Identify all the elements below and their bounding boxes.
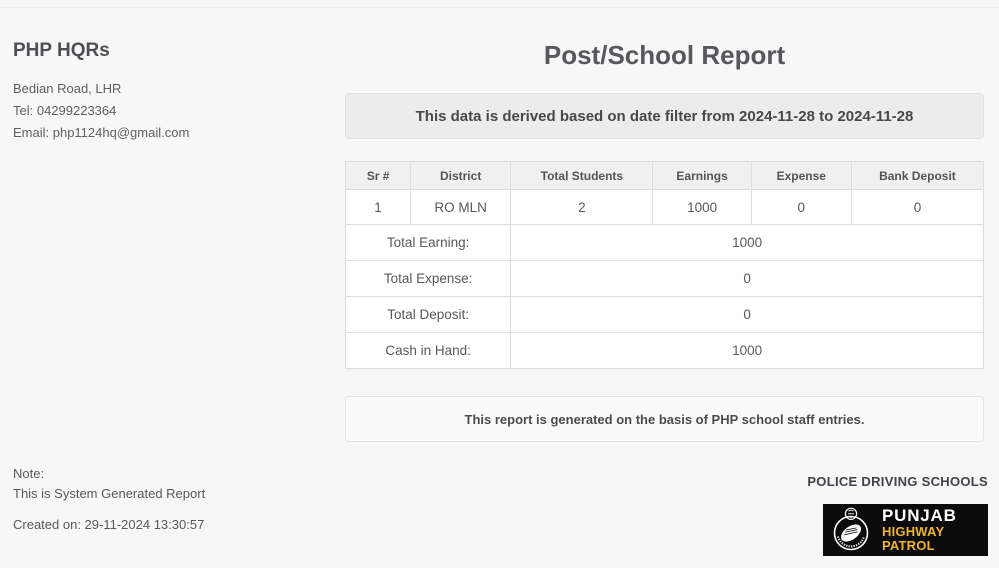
date-filter-banner: This data is derived based on date filte…	[345, 93, 984, 139]
police-driving-schools-label: POLICE DRIVING SCHOOLS	[807, 474, 988, 489]
column-header-district: District	[410, 161, 512, 190]
org-address: Bedian Road, LHR	[13, 81, 122, 96]
summary-value: 0	[510, 260, 984, 297]
column-header-bank-deposit: Bank Deposit	[850, 161, 985, 190]
report-content: Post/School Report This data is derived …	[344, 40, 985, 442]
top-divider	[0, 7, 999, 8]
summary-label: Total Earning:	[344, 224, 512, 261]
org-name: PHP HQRs	[13, 40, 110, 61]
logo-line-punjab: PUNJAB	[882, 506, 957, 525]
logo-wordmark: PUNJAB HIGHWAY PATROL	[882, 507, 984, 553]
created-timestamp: Created on: 29-11-2024 13:30:57	[13, 517, 205, 532]
summary-row-cash-in-hand: Cash in Hand: 1000	[344, 332, 984, 369]
table-header-row: Sr # District Total Students Earnings Ex…	[344, 161, 985, 190]
summary-row-total-expense: Total Expense: 0	[344, 260, 984, 297]
cell-total-students: 2	[510, 189, 654, 225]
report-note-banner: This report is generated on the basis of…	[345, 396, 984, 442]
org-header: PHP HQRs Bedian Road, LHR Tel: 042992233…	[13, 40, 333, 144]
summary-value: 1000	[510, 332, 984, 369]
cell-sr: 1	[344, 189, 412, 225]
date-filter-text: This data is derived based on date filte…	[415, 107, 914, 125]
cell-earnings: 1000	[652, 189, 752, 225]
summary-row-total-deposit: Total Deposit: 0	[344, 296, 984, 333]
cell-district: RO MLN	[410, 189, 512, 225]
report-table: Sr # District Total Students Earnings Ex…	[344, 161, 985, 369]
column-header-expense: Expense	[750, 161, 852, 190]
summary-label: Total Deposit:	[344, 296, 512, 333]
cell-expense: 0	[750, 189, 852, 225]
org-email: Email: php1124hq@gmail.com	[13, 125, 190, 140]
org-phone: Tel: 04299223364	[13, 103, 117, 118]
logo-line-highway-patrol: HIGHWAY PATROL	[882, 524, 945, 553]
column-header-total-students: Total Students	[510, 161, 654, 190]
page-title: Post/School Report	[543, 40, 786, 70]
table-row: 1 RO MLN 2 1000 0 0	[344, 189, 985, 225]
note-line: This is System Generated Report	[13, 486, 206, 501]
punjab-highway-patrol-logo: PUNJAB HIGHWAY PATROL	[823, 504, 988, 556]
system-note: Note: This is System Generated Report Cr…	[13, 464, 205, 535]
summary-value: 1000	[510, 224, 984, 261]
note-heading: Note:	[13, 466, 45, 481]
punjab-highway-patrol-emblem-icon	[825, 504, 877, 556]
summary-row-total-earning: Total Earning: 1000	[344, 224, 984, 261]
summary-value: 0	[510, 296, 984, 333]
footer-branding: POLICE DRIVING SCHOOLS PUNJAB HIGHWAY PA…	[807, 474, 988, 556]
report-note-text: This report is generated on the basis of…	[464, 411, 865, 427]
column-header-sr: Sr #	[344, 161, 412, 190]
column-header-earnings: Earnings	[652, 161, 752, 190]
cell-bank-deposit: 0	[850, 189, 985, 225]
summary-label: Cash in Hand:	[344, 332, 512, 369]
summary-label: Total Expense:	[344, 260, 512, 297]
